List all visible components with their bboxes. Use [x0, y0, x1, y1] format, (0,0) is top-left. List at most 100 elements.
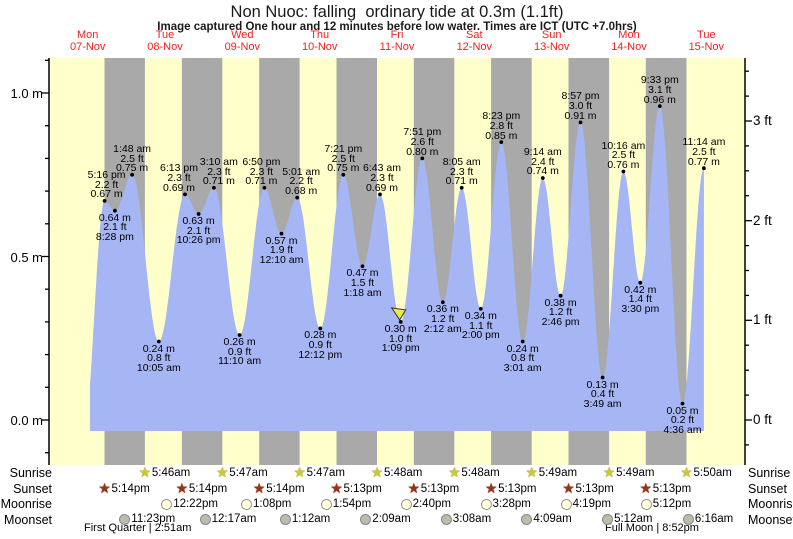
- tide-label-line: 0.42 m: [624, 283, 657, 296]
- sunset-icon: ★: [407, 480, 421, 496]
- moonrise-time: 4:19pm: [572, 498, 611, 510]
- moonset-time: 5:12am: [614, 513, 653, 525]
- moonset-time: 12:17am: [211, 513, 257, 525]
- day-of-week: Mon: [76, 29, 99, 41]
- sunrise-time: 5:49am: [616, 466, 655, 479]
- tide-label-line: 2.5 ft: [611, 149, 636, 162]
- tide-label-line: 2.2 ft: [289, 175, 313, 188]
- tide-point: [212, 185, 216, 190]
- tide-label-line: 0.80 m: [406, 145, 439, 158]
- tide-label-line: 10:26 pm: [176, 234, 221, 247]
- tide-point: [341, 172, 346, 177]
- full-moon-note: Full Moon | 8:52pm: [605, 522, 699, 534]
- right-axis-label: 2 ft: [753, 212, 772, 228]
- tide-point: [499, 140, 504, 145]
- tide-label-line: 0.75 m: [116, 162, 149, 175]
- day-label: Thu 10-Nov: [281, 29, 359, 53]
- tide-label-line: 2.1 ft: [103, 221, 127, 234]
- tide-label-line: 2.1 ft: [186, 224, 211, 237]
- sunrise-icon: ★: [370, 464, 384, 480]
- tide-point: [558, 293, 563, 298]
- tide-label-line: 0.24 m: [142, 342, 175, 355]
- day-label: Wed 09-Nov: [203, 29, 281, 53]
- day-date: 09-Nov: [224, 40, 261, 53]
- day-label: Tue 15-Nov: [667, 29, 745, 53]
- tide-label-line: 10:16 am: [601, 139, 646, 152]
- tide-low-label: 0.63 m 2.1 ft 10:26 pm: [153, 216, 245, 247]
- day-date: 07-Nov: [69, 40, 106, 53]
- tide-point: [360, 264, 365, 269]
- tide-label-line: 0.38 m: [544, 296, 577, 309]
- sunrise-icon: ★: [448, 464, 461, 480]
- tide-point: [621, 169, 626, 174]
- tide-low-label: 0.26 m 0.9 ft 11:10 am: [194, 337, 286, 368]
- tide-point: [680, 401, 685, 406]
- sunset-time: 5:14pm: [188, 482, 228, 495]
- day-date: 14-Nov: [611, 40, 647, 53]
- right-axis-label: 1 ft: [753, 312, 772, 328]
- tide-label-line: 1:18 am: [343, 286, 382, 299]
- tide-label-line: 8:05 am: [442, 155, 481, 168]
- tide-label-line: 0.67 m: [90, 188, 123, 201]
- sunset-icon: ★: [562, 480, 575, 496]
- sunset-row-label: Sunset: [13, 482, 52, 496]
- tide-label-line: 3:10 am: [199, 155, 238, 168]
- tide-label-line: 2.4 ft: [531, 155, 555, 168]
- moonrise-time: 2:40pm: [412, 498, 451, 510]
- tide-label-line: 11:14 am: [682, 136, 726, 149]
- sunset-time: 5:13pm: [343, 482, 382, 495]
- sunset-time: 5:13pm: [498, 482, 537, 495]
- sunset-icon: ★: [484, 480, 498, 496]
- tide-label-line: 0.71 m: [202, 175, 235, 188]
- moonrise-icon: [560, 499, 572, 510]
- tide-label-line: 11:10 am: [218, 355, 262, 368]
- tide-label-line: 0.24 m: [506, 342, 539, 355]
- moonset-row-label: Moonset: [4, 513, 52, 527]
- sunrise-time: 5:50am: [693, 466, 732, 479]
- tide-point: [295, 195, 300, 200]
- tide-high-label: 8:23 pm 2.8 ft 0.85 m: [455, 111, 547, 141]
- tide-label-line: 3.0 ft: [568, 100, 593, 113]
- day-label: Mon 14-Nov: [590, 29, 668, 53]
- tide-label-line: 1.0 ft: [389, 332, 413, 345]
- tide-point: [318, 326, 323, 331]
- tide-low-label: 0.36 m 1.2 ft 2:12 am: [397, 304, 489, 334]
- tide-label-line: 0.9 ft: [227, 345, 252, 358]
- tide-point: [600, 375, 605, 380]
- sunset-icon: ★: [252, 480, 266, 496]
- sunset-time: 5:13pm: [575, 482, 614, 495]
- moonset-icon: [119, 514, 131, 525]
- tide-point: [237, 333, 242, 337]
- day-of-week: Thu: [310, 29, 330, 41]
- tide-label-line: 0.91 m: [564, 109, 597, 122]
- tide-label-line: 1.4 ft: [628, 293, 652, 306]
- tide-label-line: 5:01 am: [282, 165, 321, 178]
- tide-label-line: 6:13 pm: [160, 162, 198, 175]
- tide-low-label: 0.05 m 0.2 ft 4:36 am: [637, 405, 729, 436]
- day-date: 11-Nov: [379, 40, 415, 53]
- day-label: Sat 12-Nov: [435, 29, 513, 53]
- day-date: 10-Nov: [301, 40, 338, 53]
- tide-label-line: 2:00 pm: [461, 329, 500, 342]
- tide-low-label: 0.13 m 0.4 ft 3:49 am: [557, 379, 649, 410]
- tide-high-label: 7:21 pm 2.5 ft 0.75 m: [297, 144, 389, 174]
- sunrise-time: 5:48am: [461, 466, 500, 479]
- tide-label-line: 4:36 am: [663, 424, 702, 436]
- moonset-time: 6:16am: [694, 513, 734, 525]
- tide-high-label: 6:43 am 2.3 ft 0.69 m: [336, 163, 428, 193]
- tide-high-label: 9:14 am 2.4 ft 0.74 m: [497, 147, 589, 177]
- tide-label-line: 0.9 ft: [308, 339, 332, 352]
- tide-label-line: 3:01 am: [503, 361, 542, 374]
- tide-low-label: 0.24 m 0.8 ft 10:05 am: [113, 342, 205, 374]
- sunset-time: 5:13pm: [420, 482, 460, 495]
- sunrise-icon: ★: [293, 464, 306, 480]
- sunset-icon: ★: [639, 480, 653, 496]
- left-axis-label: 1.0 m: [10, 86, 43, 101]
- sunset-row-label-right: Sunset: [748, 482, 787, 496]
- moonrise-time: 1:54pm: [332, 498, 372, 510]
- tide-label-line: 0.4 ft: [590, 388, 615, 401]
- tide-label-line: 2:46 pm: [541, 316, 580, 329]
- day-date: 15-Nov: [688, 40, 725, 53]
- tide-label-line: 0.71 m: [445, 175, 478, 188]
- sunrise-icon: ★: [525, 464, 538, 480]
